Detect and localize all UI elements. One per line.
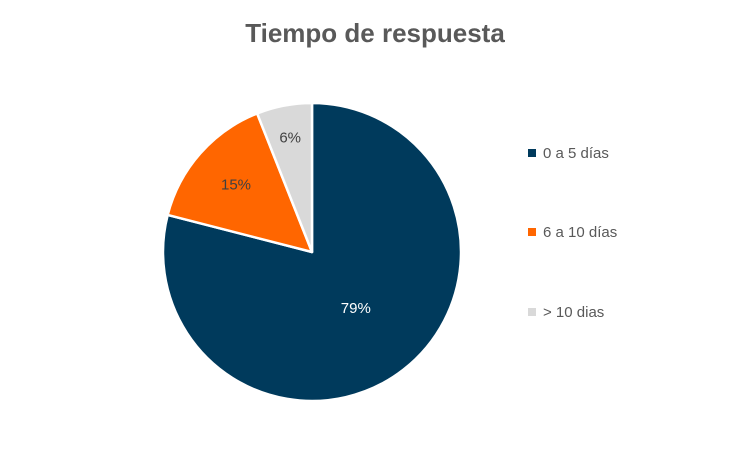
chart-title: Tiempo de respuesta [245, 18, 505, 48]
legend-label-0: 0 a 5 días [543, 144, 609, 162]
slice-data-label-2: 6% [279, 129, 301, 146]
slice-data-label-0: 79% [341, 300, 371, 317]
pie-slice-2 [255, 101, 314, 254]
slice-data-label-1: 15% [221, 177, 251, 194]
legend-swatch-2 [528, 308, 536, 316]
legend-item-1: 6 a 10 días [528, 222, 617, 242]
pie-slice-1 [166, 112, 314, 254]
legend-label-2: > 10 dias [543, 303, 605, 321]
legend-swatch-0 [528, 149, 536, 157]
legend-item-0: 0 a 5 días [528, 143, 609, 163]
legend-item-2: > 10 dias [528, 302, 604, 322]
legend-label-1: 6 a 10 días [543, 223, 618, 241]
legend-swatch-1 [528, 228, 536, 236]
